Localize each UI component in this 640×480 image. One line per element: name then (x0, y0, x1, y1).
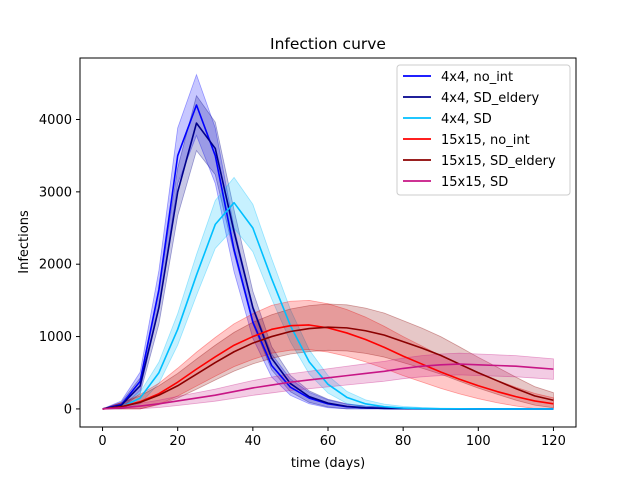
legend-box (396, 64, 571, 196)
legend-label-5: 15x15, SD (441, 175, 508, 190)
x-axis: 0 20 40 60 80 100 120 (98, 427, 566, 449)
series-line-4 (102, 326, 554, 410)
chart-title: Infection curve (270, 35, 386, 53)
series-band-2 (102, 176, 554, 410)
y-tick-label: 4000 (39, 113, 72, 128)
x-tick-label: 120 (541, 434, 566, 449)
x-tick-label: 60 (320, 434, 337, 449)
legend-label-2: 4x4, SD (441, 112, 492, 127)
y-tick-label: 2000 (39, 258, 72, 273)
legend-label-1: 4x4, SD_eldery (441, 91, 539, 106)
legend: 4x4, no_int 4x4, SD_eldery 4x4, SD 15x15, n… (396, 64, 571, 196)
y-axis-label: Infections (17, 210, 32, 274)
x-axis-label: time (days) (291, 456, 365, 471)
x-tick-label: 40 (245, 434, 262, 449)
series-line-5 (102, 363, 554, 410)
y-tick-label: 3000 (39, 185, 72, 200)
x-tick-label: 0 (98, 434, 106, 449)
y-tick-label: 0 (64, 402, 72, 417)
y-tick-label: 1000 (39, 330, 72, 345)
legend-label-3: 15x15, no_int (441, 133, 530, 148)
legend-label-4: 15x15, SD_eldery (441, 154, 556, 169)
x-tick-label: 80 (395, 434, 412, 449)
series-group (102, 73, 554, 410)
legend-label-0: 4x4, no_int (441, 70, 513, 85)
x-tick-label: 20 (169, 434, 186, 449)
y-axis: 0 1000 2000 3000 4000 (39, 113, 80, 417)
series-line-2 (102, 201, 554, 410)
x-tick-label: 100 (466, 434, 491, 449)
